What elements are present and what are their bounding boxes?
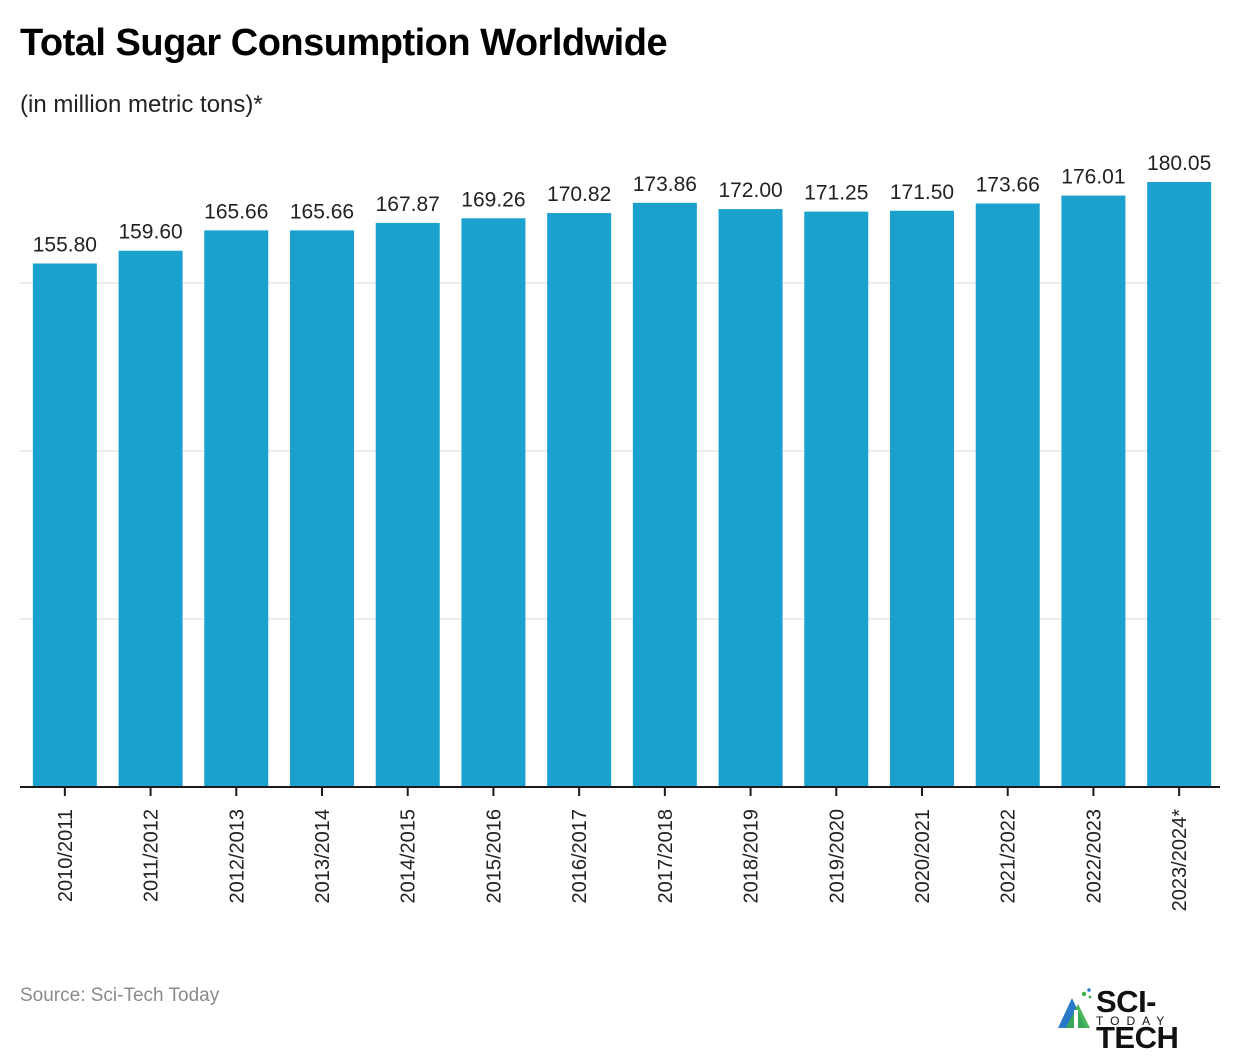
logo-subtext: TODAY <box>1096 1014 1172 1028</box>
x-tick-label: 2017/2018 <box>655 809 677 904</box>
x-tick-label: 2016/2017 <box>569 809 591 904</box>
x-tick-label: 2015/2016 <box>483 809 505 904</box>
value-label: 159.60 <box>118 221 182 244</box>
value-label: 167.87 <box>376 193 440 216</box>
value-label: 176.01 <box>1061 166 1125 189</box>
x-tick-label: 2021/2022 <box>998 809 1020 904</box>
value-label: 171.50 <box>890 181 954 204</box>
gridlines <box>20 282 1220 620</box>
bar <box>375 222 440 788</box>
chart-subtitle: (in million metric tons)* <box>20 91 263 118</box>
chart-title: Total Sugar Consumption Worldwide <box>20 22 668 64</box>
value-labels: 155.80 159.60 165.66 165.66 167.87 169.26 170.… <box>33 152 1212 256</box>
x-tick-label: 2012/2013 <box>226 809 248 904</box>
bar <box>1061 195 1126 788</box>
value-label: 170.82 <box>547 183 611 206</box>
bar <box>204 230 269 788</box>
bar <box>890 210 954 787</box>
value-label: 171.25 <box>804 182 868 205</box>
bar <box>118 250 183 787</box>
x-tick-label: 2014/2015 <box>398 809 420 904</box>
bar <box>975 203 1040 788</box>
sci-tech-today-logo: SCI-TECH TODAY <box>1056 984 1236 1055</box>
x-axis: 2010/2011 2011/2012 2012/2013 2013/2014 2014… <box>20 786 1220 912</box>
bar-chart: 155.80 159.60 165.66 165.66 167.87 169.26 170.… <box>20 152 1220 912</box>
x-tick-label: 2011/2012 <box>141 809 163 902</box>
value-label: 165.66 <box>290 200 354 223</box>
value-label: 173.86 <box>633 173 697 196</box>
value-label: 180.05 <box>1147 152 1211 175</box>
bars <box>32 182 1212 788</box>
value-label: 155.80 <box>33 234 97 257</box>
value-label: 169.26 <box>461 188 525 211</box>
value-label: 165.66 <box>204 200 268 223</box>
bar <box>32 263 97 788</box>
value-label: 172.00 <box>718 179 782 202</box>
x-tick-label: 2013/2014 <box>312 809 334 904</box>
bar <box>804 211 869 788</box>
x-tick-label: 2018/2019 <box>741 809 763 904</box>
bar <box>718 209 783 787</box>
bar <box>632 202 697 788</box>
bar <box>461 218 526 788</box>
logo-mark-icon <box>1058 988 1092 1028</box>
x-tick-label: 2019/2020 <box>826 809 848 904</box>
bar <box>290 230 354 788</box>
x-tick-label: 2022/2023 <box>1083 809 1105 904</box>
value-label: 173.66 <box>976 174 1040 197</box>
x-tick-label: 2023/2024* <box>1169 809 1191 912</box>
source-note: Source: Sci-Tech Today <box>20 985 220 1006</box>
bar <box>1147 182 1212 788</box>
x-tick-label: 2010/2011 <box>55 809 77 902</box>
x-tick-label: 2020/2021 <box>912 809 934 904</box>
bar <box>547 213 612 787</box>
